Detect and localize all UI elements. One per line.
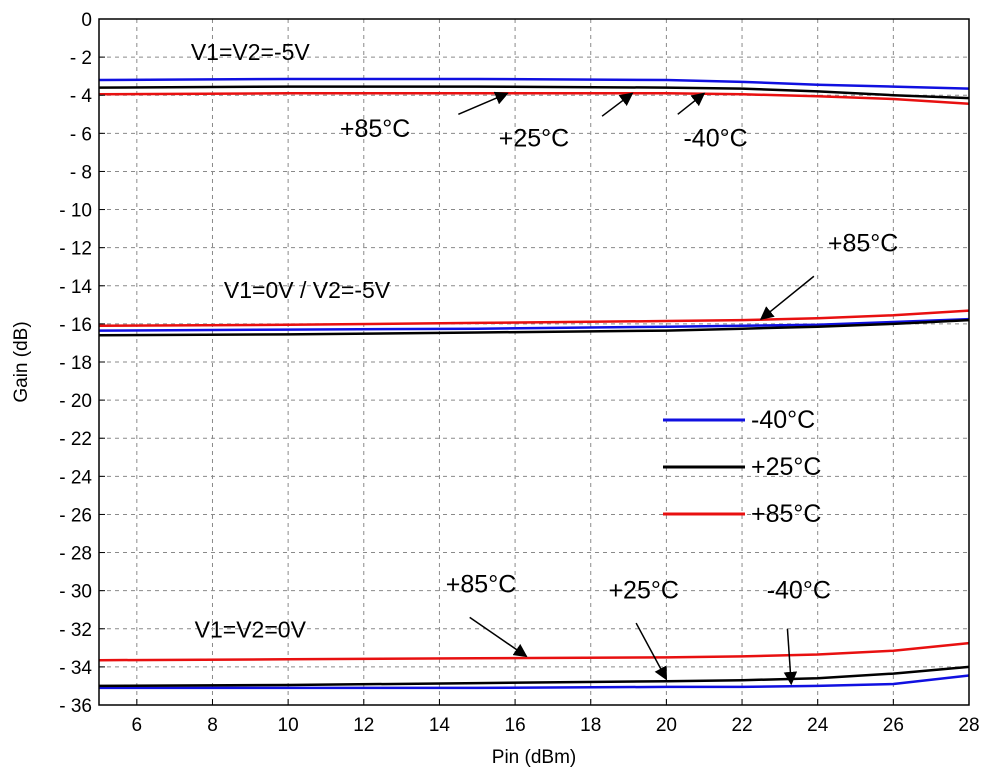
annotation-arrow (759, 275, 815, 320)
y-tick-label: - 24 (59, 467, 92, 488)
annotation-arrow (635, 622, 668, 681)
x-tick-label: 22 (731, 715, 752, 736)
annotation-label: +85°C (446, 571, 516, 599)
legend-label: -40°C (751, 406, 815, 434)
annotation-arrow (458, 91, 509, 115)
series-line-group2-40c (98, 317, 970, 332)
series-line-group2-85c (98, 309, 970, 328)
y-tick-label: - 20 (59, 391, 92, 412)
annotation-label: -40°C (683, 125, 747, 153)
y-tick-label: - 6 (70, 124, 92, 145)
grid (99, 19, 969, 705)
x-tick-label: 6 (132, 715, 143, 736)
condition-label: V1=V2=0V (195, 616, 307, 642)
x-tick-label: 12 (353, 715, 374, 736)
annotation-label: +85°C (340, 115, 410, 143)
y-tick-label: - 32 (59, 620, 92, 641)
series-layer (98, 77, 970, 690)
annotation-arrow (601, 92, 634, 117)
x-tick-label: 14 (429, 715, 451, 736)
series-line-group3-85c (98, 641, 970, 662)
legend-label: +85°C (751, 500, 821, 528)
y-tick-label: - 28 (59, 544, 92, 565)
y-tick-label: - 18 (59, 353, 92, 374)
x-tick-label: 16 (505, 715, 526, 736)
x-tick-label: 20 (656, 715, 677, 736)
series-line-group1-25c (98, 85, 970, 100)
y-axis-title: Gain (dB) (11, 321, 32, 402)
legend: -40°C +25°C +85°C (663, 406, 821, 528)
x-axis-title: Pin (dBm) (492, 747, 576, 768)
x-tick-label: 26 (883, 715, 904, 736)
series-line-group3-40c (99, 674, 970, 690)
annotation-arrow (677, 92, 706, 115)
y-tick-labels: 0 - 2 - 4 - 6 - 8 - 10 - 12 - 14 - 16 - 18 - 20 - 2… (59, 10, 105, 717)
annotation-arrow (783, 628, 798, 686)
y-tick-label: - 34 (59, 658, 92, 679)
x-tick-label: 10 (278, 715, 299, 736)
annotation-label: +85°C (828, 229, 898, 257)
y-tick-label: - 8 (70, 162, 92, 183)
y-tick-label: - 36 (59, 696, 92, 717)
y-tick-label: - 14 (59, 277, 92, 298)
x-tick-label: 8 (207, 715, 218, 736)
y-tick-label: - 30 (59, 582, 92, 603)
annotation-label: -40°C (767, 576, 831, 604)
annotation-label: +25°C (608, 576, 678, 604)
condition-label: V1=V2=-5V (191, 39, 311, 65)
y-tick-label: - 4 (70, 86, 93, 107)
condition-label: V1=0V / V2=-5V (224, 277, 391, 303)
series-line-group1-40c (98, 77, 970, 90)
y-tick-label: - 26 (59, 505, 92, 526)
series-line-group2-25c (98, 318, 970, 337)
legend-label: +25°C (751, 453, 821, 481)
y-tick-label: - 12 (59, 239, 92, 260)
condition-labels: V1=V2=-5V V1=0V / V2=-5V V1=V2=0V (191, 39, 391, 642)
x-tick-label: 24 (807, 715, 829, 736)
series-line-group3-25c (98, 665, 970, 688)
y-tick-label: - 10 (59, 201, 92, 222)
annotations: +85°C +25°C -40°C +85°C +85°C +25°C -40°C (340, 91, 898, 686)
annotation-label: +25°C (499, 125, 569, 153)
y-tick-label: - 22 (59, 429, 92, 450)
x-tick-label: 18 (580, 715, 601, 736)
y-tick-label: - 16 (59, 315, 92, 336)
annotation-arrow (469, 616, 528, 658)
y-tick-label: 0 (81, 10, 92, 31)
y-tick-label: - 2 (70, 48, 92, 69)
x-tick-label: 28 (958, 715, 979, 736)
x-tick-labels: 6 8 10 12 14 16 18 20 22 24 26 28 (132, 699, 980, 736)
